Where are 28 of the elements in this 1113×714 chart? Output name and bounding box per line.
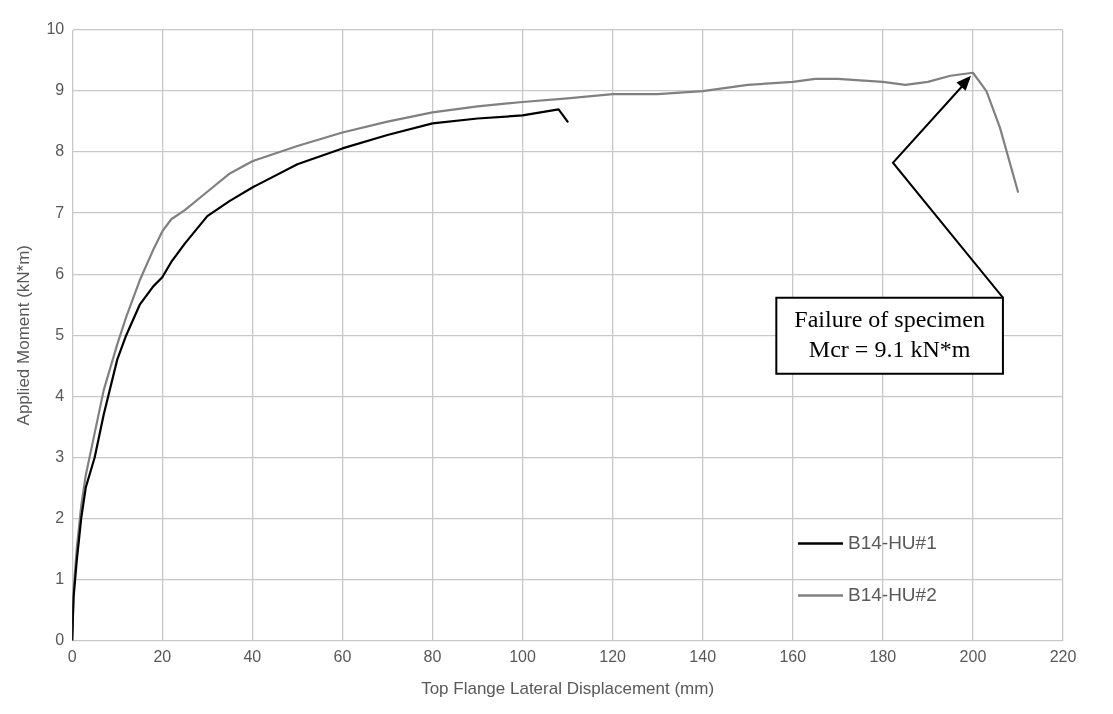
y-tick-label: 6 [55,264,65,282]
x-tick-label: 160 [779,648,807,666]
annotation: Failure of specimen Mcr = 9.1 kN*m [794,306,985,363]
x-axis-title: Top Flange Lateral Displacement (mm) [421,679,715,699]
y-axis-title: Applied Moment (kN*m) [13,244,33,426]
x-tick-label: 140 [689,648,717,666]
y-tick-label: 8 [55,142,65,160]
x-tick-label: 60 [333,648,352,666]
y-tick-label: 9 [55,81,65,99]
y-tick-label: 10 [46,20,65,38]
y-tick-label: 3 [55,447,65,465]
x-tick-label: 20 [153,648,172,666]
legend-label: B14-HU#2 [848,583,937,605]
x-tick-label: 120 [599,648,627,666]
y-tick-label: 2 [55,508,65,526]
y-tick-label: 5 [55,325,65,343]
x-tick-label: 0 [67,648,77,666]
y-tick-label: 7 [55,203,65,221]
y-tick-label: 0 [55,630,65,648]
x-tick-label: 100 [509,648,537,666]
x-tick-label: 200 [959,648,987,666]
y-tick-label: 1 [55,569,65,587]
legend-label: B14-HU#1 [848,531,937,553]
x-tick-label: 220 [1049,648,1077,666]
y-tick-label: 4 [55,386,65,404]
x-tick-label: 180 [869,648,897,666]
x-tick-label: 80 [423,648,442,666]
x-tick-label: 40 [243,648,262,666]
